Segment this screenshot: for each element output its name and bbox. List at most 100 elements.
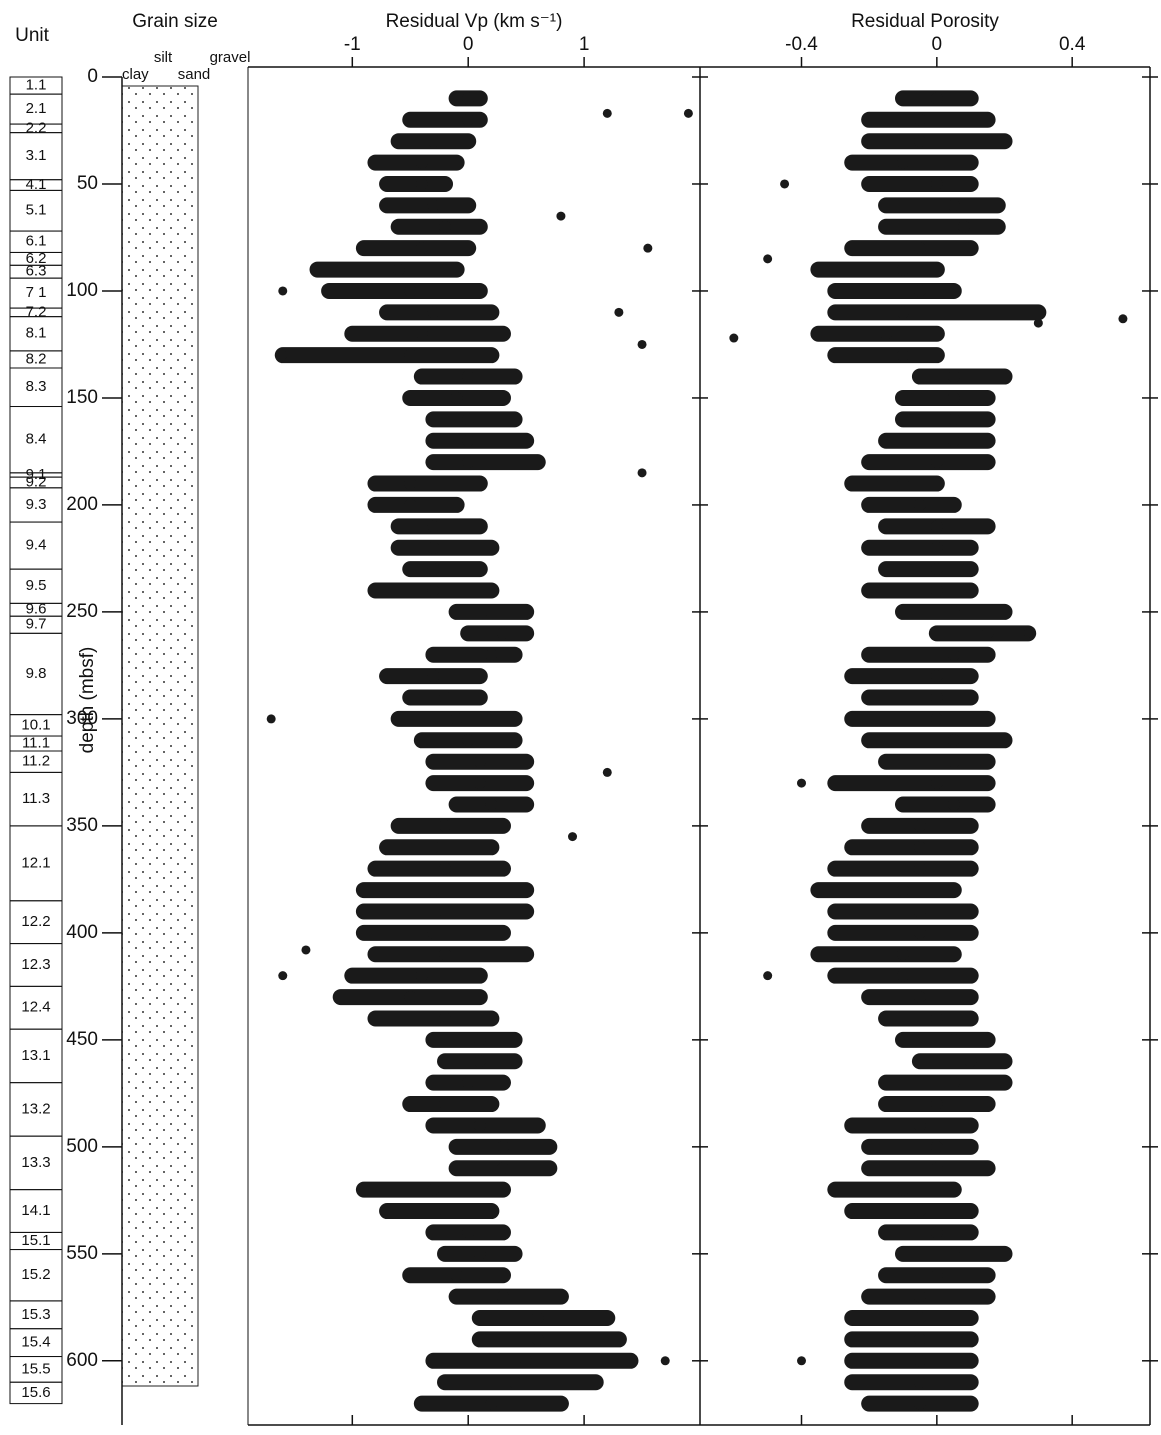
x-tick-label: 1 [579, 34, 590, 55]
unit-label: 15.3 [21, 1306, 50, 1323]
y-tick-label: 400 [66, 922, 98, 943]
data-point [947, 413, 960, 426]
data-point [930, 584, 943, 597]
grain-class: gravel [210, 49, 251, 66]
data-point [439, 819, 452, 832]
unit-label: 15.1 [21, 1232, 50, 1249]
data-point [427, 841, 440, 854]
unit-label: 9.8 [26, 665, 47, 682]
unit-label: 15.4 [21, 1334, 50, 1351]
unit-label: 6.2 [26, 250, 47, 267]
data-point [930, 670, 943, 683]
data-point [913, 1312, 926, 1325]
data-point [462, 1076, 475, 1089]
data-point [439, 1012, 452, 1025]
unit-label: 12.3 [21, 956, 50, 973]
data-point [880, 327, 893, 340]
data-point [897, 884, 910, 897]
unit-label: 13.1 [21, 1047, 50, 1064]
unit-label: 2.2 [26, 119, 47, 136]
data-point [439, 862, 452, 875]
unit-label: 8.2 [26, 350, 47, 367]
unit-label: 12.2 [21, 913, 50, 930]
data-point [930, 456, 943, 469]
data-point [930, 177, 943, 190]
data-point [913, 1290, 926, 1303]
data-point [930, 1162, 943, 1175]
y-tick-label: 50 [77, 173, 98, 194]
data-point [439, 948, 452, 961]
data-point [485, 1397, 498, 1410]
unit-label: 12.4 [21, 999, 50, 1016]
data-point [427, 306, 440, 319]
outlier-point [797, 778, 807, 788]
data-point [462, 734, 475, 747]
data-point [450, 391, 463, 404]
data-point [947, 798, 960, 811]
outlier-point [266, 714, 276, 724]
data-point [897, 306, 910, 319]
data-point [947, 391, 960, 404]
y-tick-label: 150 [66, 387, 98, 408]
unit-label: 9.5 [26, 577, 47, 594]
data-point [427, 135, 440, 148]
outlier-point [602, 108, 612, 118]
data-point [913, 841, 926, 854]
data-point [947, 1247, 960, 1260]
data-point [415, 969, 428, 982]
x-tick-label: 0 [932, 34, 943, 55]
unit-label: 14.1 [21, 1202, 50, 1219]
unit-label: 5.1 [26, 202, 47, 219]
unit-label: 9.7 [26, 616, 47, 633]
y-tick-label: 0 [87, 66, 98, 87]
data-point [392, 263, 405, 276]
data-point [930, 1269, 943, 1282]
data-point [930, 777, 943, 790]
x-tick-label: 0.4 [1059, 34, 1086, 55]
data-point [439, 905, 452, 918]
data-point [897, 349, 910, 362]
data-point [415, 177, 428, 190]
outlier-point [1118, 314, 1128, 324]
data-point [913, 1354, 926, 1367]
data-point [531, 1312, 544, 1325]
outlier-point [301, 945, 311, 955]
unit-label: 7.2 [26, 303, 47, 320]
data-point [897, 263, 910, 276]
data-point [450, 1269, 463, 1282]
unit-label: 11.1 [22, 734, 50, 751]
unit-label: 7 1 [26, 284, 47, 301]
unit-label: 2.1 [26, 100, 47, 117]
outlier-point [1023, 628, 1033, 638]
y-tick-label: 100 [66, 280, 98, 301]
data-point [947, 434, 960, 447]
y-tick-label: 350 [66, 815, 98, 836]
data-point [957, 220, 970, 233]
data-point [913, 113, 926, 126]
unit-label: 6.1 [26, 233, 47, 250]
data-point [930, 541, 943, 554]
data-point [930, 563, 943, 576]
data-point [473, 777, 486, 790]
data-point [427, 541, 440, 554]
unit-label: 9.1 [26, 466, 47, 483]
outlier-point [278, 286, 288, 296]
grain-column [121, 85, 199, 1387]
data-point [427, 884, 440, 897]
data-point [404, 991, 417, 1004]
data-point [496, 1162, 509, 1175]
data-point [947, 734, 960, 747]
data-point [913, 1205, 926, 1218]
data-point [473, 1247, 486, 1260]
data-point [450, 712, 463, 725]
data-point [930, 1098, 943, 1111]
data-point [404, 498, 417, 511]
outlier-point [278, 350, 288, 360]
grain-class: sand [178, 66, 211, 83]
outlier-point [556, 211, 566, 221]
outlier-point [637, 468, 647, 478]
panel-title: Residual Vp (km s⁻¹) [386, 11, 563, 32]
data-point [913, 1333, 926, 1346]
unit-label: 8.1 [26, 325, 47, 342]
outlier-point [278, 971, 288, 981]
